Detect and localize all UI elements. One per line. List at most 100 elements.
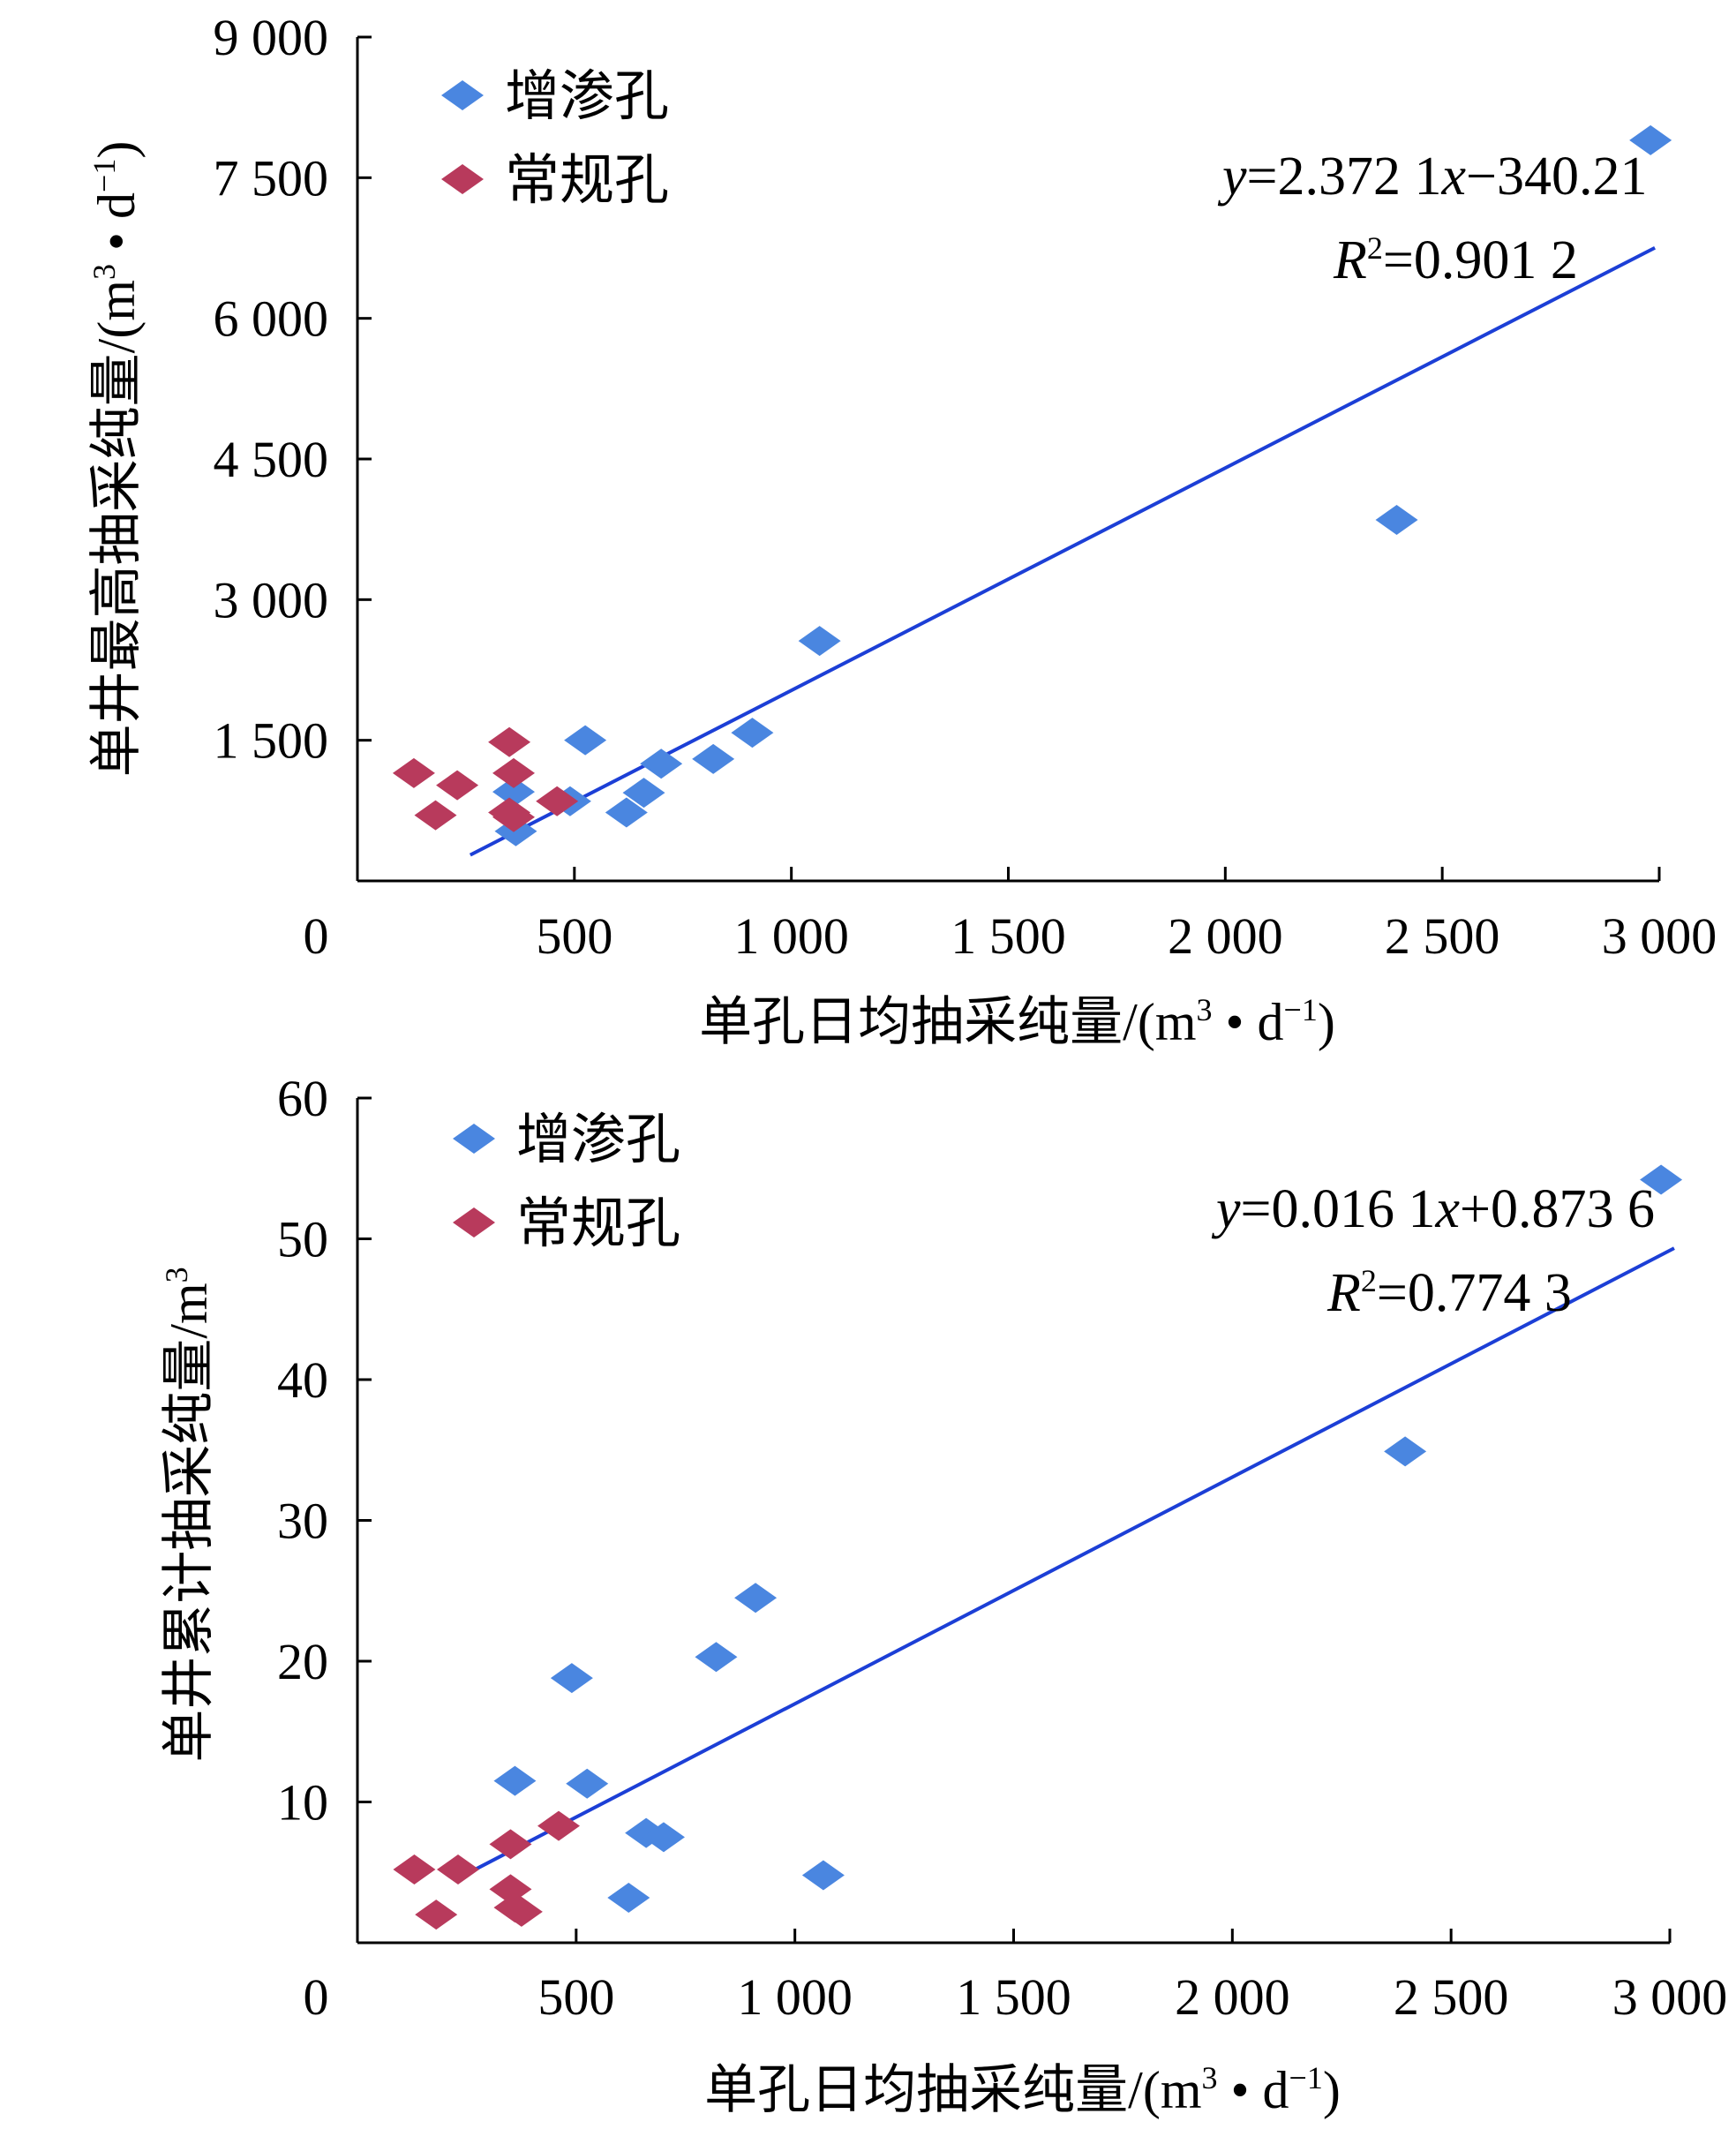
- y-tick-label: 4 500: [214, 431, 329, 488]
- data-point-changgui: [414, 800, 457, 831]
- y-axis-title: 单井最高抽采纯量/(m3 • d−1): [86, 141, 146, 778]
- x-axis-title: 单孔日均抽采纯量/(m3 • d−1): [704, 2060, 1341, 2119]
- eq-sup: 2: [1367, 230, 1383, 266]
- data-point-zengshen: [493, 1765, 537, 1796]
- x-axis-title-text: 单孔日均抽采纯量/(m: [699, 993, 1196, 1051]
- x-tick-label: 3 000: [1602, 907, 1717, 965]
- eq-var: y: [1211, 1179, 1241, 1239]
- y-tick-label: 7 500: [214, 149, 329, 207]
- x-axis-title-text: • d: [1213, 993, 1284, 1051]
- y-axis-title-sup: 3: [159, 1267, 194, 1283]
- x-axis-title-text: 单孔日均抽采纯量/(m: [704, 2061, 1201, 2119]
- y-axis-title-text: ): [87, 141, 146, 159]
- data-point-changgui: [415, 1900, 458, 1930]
- legend-marker: [441, 164, 484, 194]
- legend-marker: [441, 80, 484, 110]
- x-axis-title-text: ): [1323, 2061, 1341, 2119]
- legend-label: 常规孔: [505, 151, 669, 211]
- data-point-zengshen: [798, 626, 841, 657]
- eq-text: =0.774 3: [1377, 1263, 1572, 1323]
- y-axis-title-text: 单井最高抽采纯量/(m: [87, 280, 146, 777]
- data-point-changgui: [489, 1829, 532, 1860]
- r-squared: R2=0.774 3: [1326, 1263, 1572, 1323]
- eq-text: =0.901 2: [1383, 230, 1578, 290]
- x-tick-label: 3 000: [1612, 1968, 1728, 2026]
- y-tick-label: 20: [277, 1633, 328, 1690]
- trendline: [470, 1246, 1675, 1874]
- x-axis-title-text: • d: [1218, 2061, 1289, 2119]
- data-point-changgui: [392, 757, 435, 788]
- y-tick-label: 3 000: [214, 571, 329, 628]
- y-tick-label: 30: [277, 1493, 328, 1550]
- eq-text: +0.873 6: [1460, 1179, 1655, 1239]
- legend-marker: [453, 1207, 495, 1238]
- data-point-zengshen: [564, 725, 607, 756]
- data-point-changgui: [488, 726, 531, 757]
- data-point-zengshen: [695, 1642, 738, 1673]
- trend-equation: y=0.016 1x+0.873 6: [1211, 1179, 1655, 1239]
- eq-var: R: [1333, 230, 1367, 290]
- x-tick-label: 2 000: [1175, 1968, 1290, 2026]
- y-axis-title-sup: −1: [86, 159, 122, 192]
- x-axis-title-sup: −1: [1284, 992, 1318, 1027]
- x-axis-title-sup: −1: [1289, 2060, 1323, 2095]
- eq-var: y: [1217, 147, 1247, 207]
- eq-var: x: [1441, 147, 1467, 207]
- r-squared: R2=0.901 2: [1333, 230, 1578, 290]
- data-point-zengshen: [605, 797, 648, 828]
- x-tick-label: 500: [537, 1968, 614, 2026]
- y-tick-label: 60: [277, 1070, 328, 1127]
- legend-label: 增渗孔: [516, 1110, 680, 1170]
- y-tick-label: 1 500: [214, 712, 329, 770]
- x-tick-label: 0: [304, 907, 329, 965]
- data-point-zengshen: [566, 1768, 609, 1799]
- eq-var: R: [1326, 1263, 1361, 1323]
- x-tick-label: 2 500: [1385, 907, 1500, 965]
- eq-sup: 2: [1361, 1263, 1377, 1298]
- y-tick-label: 9 000: [214, 9, 329, 66]
- x-tick-label: 2 500: [1394, 1968, 1509, 2026]
- x-tick-label: 1 500: [951, 907, 1066, 965]
- data-point-changgui: [437, 1854, 480, 1885]
- data-point-zengshen: [1375, 505, 1418, 536]
- y-axis-title-text: • d: [87, 192, 146, 264]
- data-point-zengshen: [1629, 124, 1672, 155]
- y-tick-label: 40: [277, 1351, 328, 1409]
- data-point-changgui: [536, 786, 579, 816]
- data-point-changgui: [393, 1854, 436, 1885]
- y-tick-label: 50: [277, 1211, 328, 1268]
- x-tick-label: 0: [304, 1968, 329, 2026]
- data-point-zengshen: [640, 749, 683, 779]
- trend-equation: y=2.372 1x−340.21: [1217, 147, 1648, 207]
- data-point-zengshen: [801, 1860, 845, 1891]
- data-point-zengshen: [622, 778, 665, 809]
- data-point-changgui: [489, 1874, 532, 1905]
- data-point-changgui: [492, 757, 535, 788]
- chart-1: 1 500 3 000 4 500 6 000 7 500 9 000 0 500 1 000 1…: [86, 9, 1717, 1051]
- x-tick-label: 1 500: [956, 1968, 1071, 2026]
- y-tick-label: 10: [277, 1774, 328, 1832]
- data-point-zengshen: [731, 718, 774, 749]
- legend-label: 常规孔: [516, 1194, 680, 1254]
- data-point-changgui: [436, 770, 479, 801]
- eq-text: =2.372 1: [1247, 147, 1442, 207]
- x-tick-label: 1 000: [733, 907, 849, 965]
- data-point-zengshen: [607, 1882, 650, 1913]
- data-point-zengshen: [692, 743, 735, 774]
- x-tick-label: 500: [536, 907, 612, 965]
- y-axis-title: 单井累计抽采纯量/m3: [159, 1267, 218, 1762]
- y-axis-title-sup: 3: [86, 264, 122, 280]
- data-point-zengshen: [492, 777, 535, 808]
- x-tick-label: 1 000: [737, 1968, 853, 2026]
- x-axis-title-sup: 3: [1197, 992, 1213, 1027]
- eq-var: x: [1435, 1179, 1461, 1239]
- data-point-changgui: [537, 1810, 581, 1841]
- data-point-zengshen: [1640, 1164, 1683, 1195]
- data-point-zengshen: [1384, 1436, 1427, 1467]
- data-point-changgui: [492, 801, 535, 832]
- chart-2: 10 20 30 40 50 60 0 500 1 000 1 500 2 000 2 500 3 00…: [159, 1070, 1727, 2119]
- x-axis-title: 单孔日均抽采纯量/(m3 • d−1): [699, 992, 1335, 1051]
- data-point-changgui: [500, 1896, 543, 1927]
- x-axis-title-text: ): [1318, 993, 1335, 1051]
